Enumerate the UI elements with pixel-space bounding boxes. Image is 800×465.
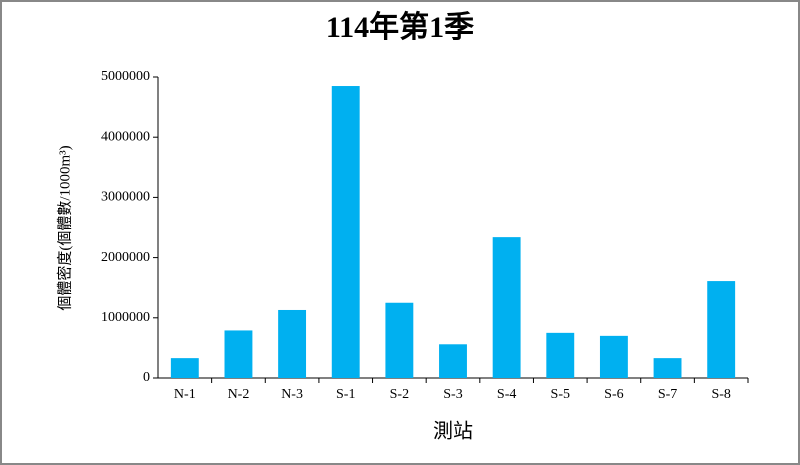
x-tick-label: S-6 — [604, 387, 623, 402]
y-tick-label: 3000000 — [101, 190, 150, 205]
y-tick-label: 2000000 — [101, 250, 150, 265]
x-tick-label: S-8 — [711, 387, 730, 402]
bar — [170, 358, 199, 378]
x-tick-label: S-5 — [551, 387, 570, 402]
bar — [546, 332, 575, 378]
x-tick-label: S-1 — [336, 387, 355, 402]
bar — [492, 237, 521, 378]
bar — [224, 330, 253, 378]
x-tick-label: N-3 — [281, 387, 303, 402]
y-tick-label: 1000000 — [101, 310, 150, 325]
y-tick-label: 4000000 — [101, 129, 150, 144]
x-tick-label: S-2 — [390, 387, 409, 402]
chart-title: 114年第1季 — [326, 10, 474, 44]
y-axis-label: 個體密度(個體數/1000m³) — [56, 145, 73, 310]
x-tick-label: S-4 — [497, 387, 516, 402]
bar — [707, 281, 736, 378]
x-tick-label: S-7 — [658, 387, 677, 402]
x-tick-label: N-1 — [174, 387, 196, 402]
x-tick-label: N-2 — [228, 387, 250, 402]
bar — [439, 344, 467, 378]
bar — [331, 86, 360, 378]
x-axis-label: 測站 — [433, 420, 473, 443]
y-tick-label: 5000000 — [101, 69, 150, 84]
bar — [599, 335, 628, 378]
y-tick-label: 0 — [143, 370, 150, 385]
x-tick-label: S-3 — [443, 387, 462, 402]
bar — [385, 302, 414, 378]
bar — [278, 309, 307, 378]
bar — [653, 358, 682, 378]
